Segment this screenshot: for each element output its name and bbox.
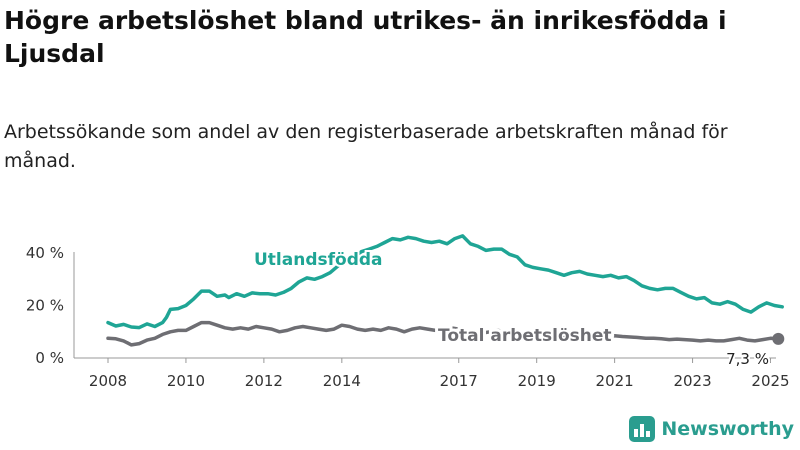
x-tick-label: 2021: [596, 372, 634, 390]
end-value-label: 7,3 %: [726, 350, 769, 368]
y-tick-label: 20 %: [26, 297, 64, 315]
series-line-total: [106, 320, 781, 347]
series-layer: [106, 234, 785, 347]
series-labels: Utlandsfödda Total arbetslöshet 7,3 %: [252, 248, 771, 370]
x-tick-label: 2025: [751, 372, 789, 390]
x-tick-label: 2012: [245, 372, 283, 390]
x-tick-label: 2023: [673, 372, 711, 390]
chart-title: Högre arbetslöshet bland utrikes- än inr…: [4, 6, 727, 68]
series-line-utlandsfodda: [106, 234, 784, 330]
x-tick-label: 2008: [89, 372, 127, 390]
x-tick-label: 2010: [167, 372, 205, 390]
series-label-total: Total arbetslöshet: [438, 326, 612, 346]
y-tick-label: 40 %: [26, 244, 64, 262]
brand-name: Newsworthy: [661, 418, 794, 440]
x-tick-label: 2017: [440, 372, 478, 390]
x-axis: 2008 2010 2012 2014 2017 2019 2021 2023 2025: [74, 357, 790, 390]
y-tick-label: 0 %: [35, 349, 64, 367]
brand[interactable]: Newsworthy: [629, 416, 794, 442]
chart-subtitle: Arbetssökande som andel av den registerb…: [4, 121, 728, 172]
newsworthy-logo-icon: [629, 416, 656, 442]
x-tick-label: 2019: [518, 372, 556, 390]
end-point-marker: [772, 332, 785, 345]
x-tick-label: 2014: [323, 372, 361, 390]
y-axis: 0 % 20 % 40 %: [26, 244, 75, 367]
series-label-utlandsfodda: Utlandsfödda: [254, 250, 383, 270]
